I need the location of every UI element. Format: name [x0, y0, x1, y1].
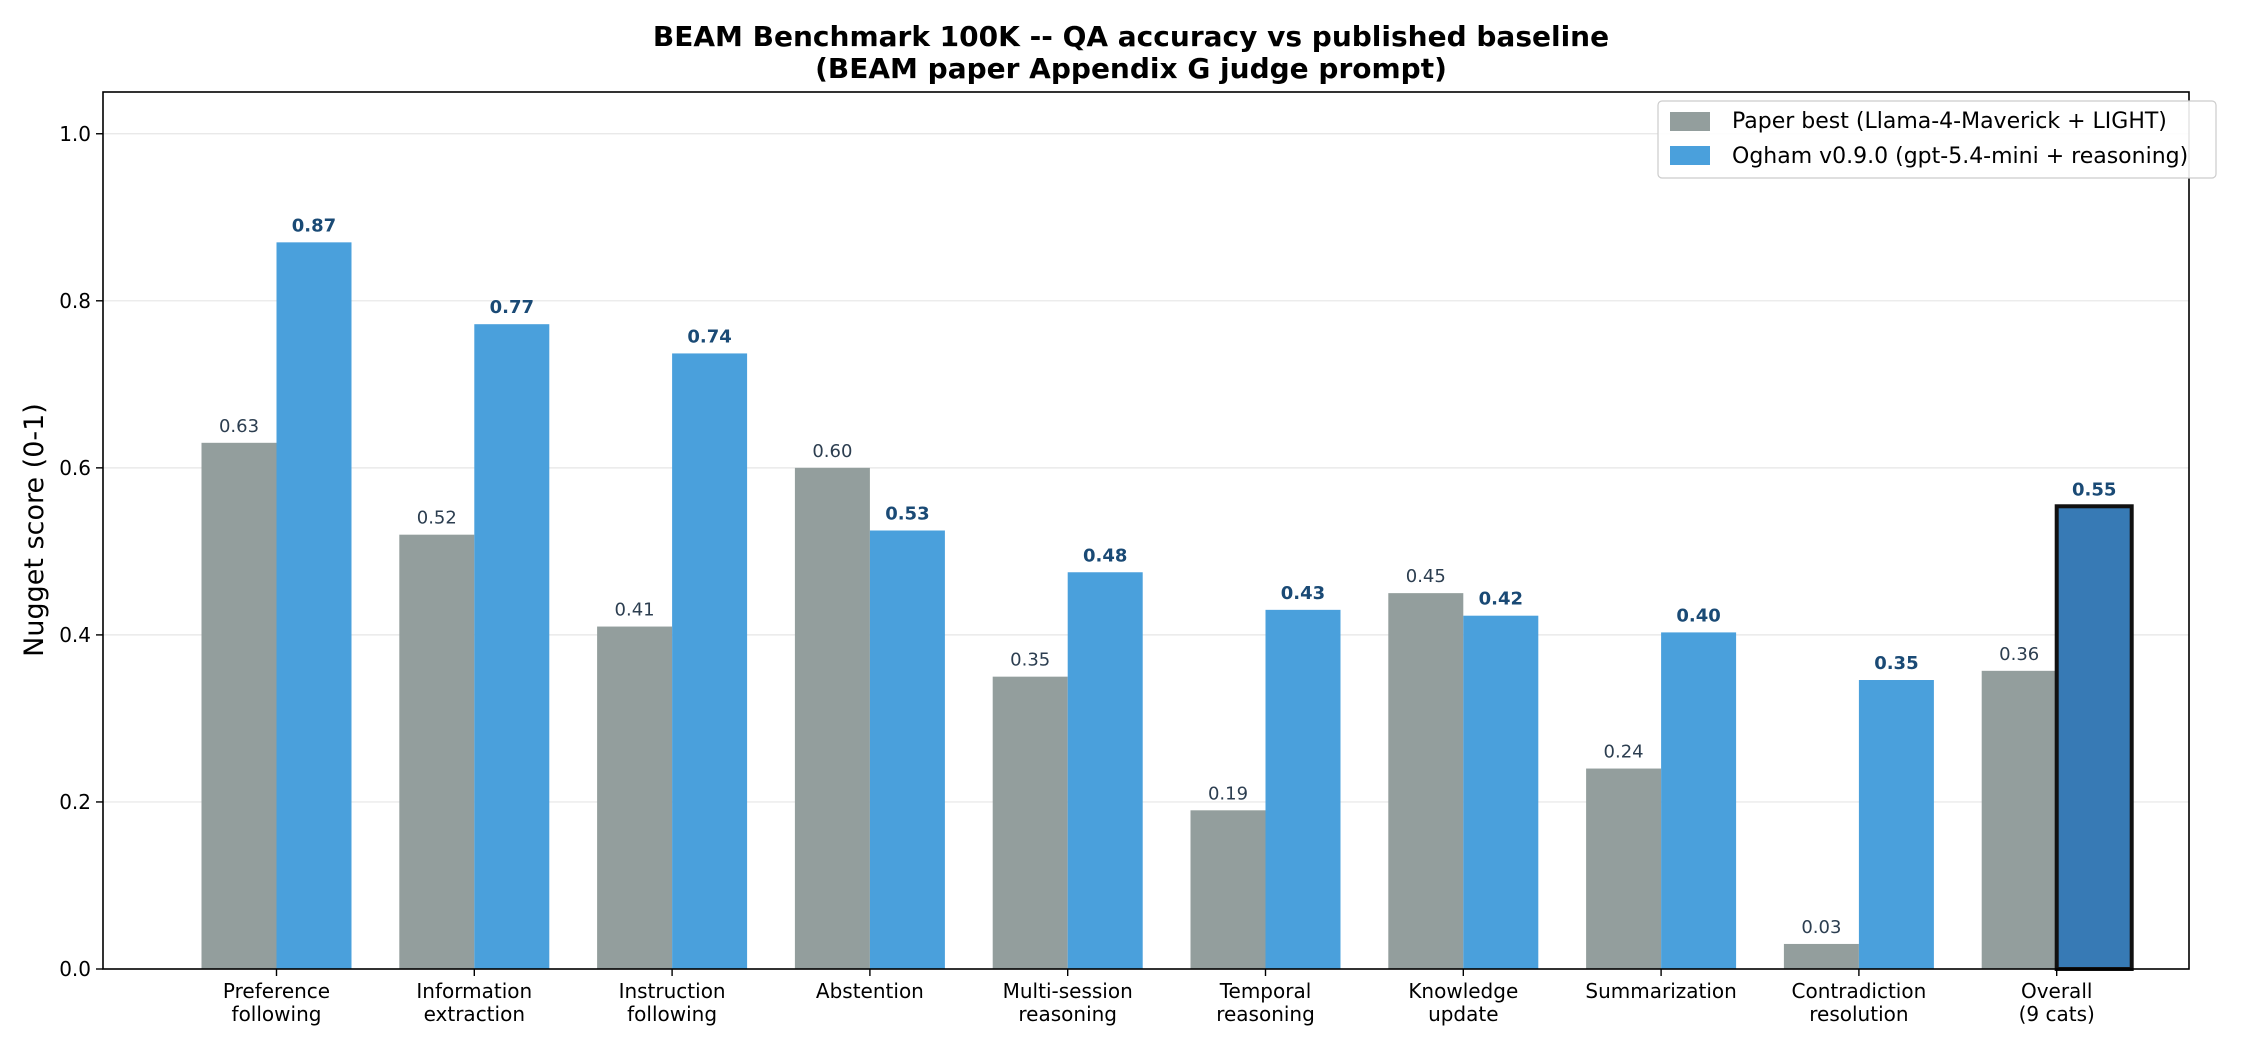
data-label-ogham: 0.43: [1281, 583, 1325, 604]
x-tick-label: following: [232, 1002, 322, 1026]
bar-paper-best: [992, 676, 1068, 969]
data-label-paper-best: 0.45: [1406, 566, 1446, 587]
x-tick-label: Overall: [2021, 979, 2092, 1003]
data-labels: 0.63 0.87 0.52 0.77 0.41 0.74 0.60 0.53 0.35 0.48…: [219, 215, 2116, 938]
bar-paper-best: [1388, 593, 1464, 969]
x-axis: PreferencefollowingInformationextraction…: [223, 969, 2095, 1026]
bar-ogham: [1463, 615, 1539, 969]
y-tick-label: 1.0: [59, 122, 91, 146]
data-label-paper-best: 0.36: [1999, 644, 2039, 665]
data-label-paper-best: 0.19: [1208, 783, 1248, 804]
data-label-ogham: 0.74: [687, 326, 731, 347]
bars: [201, 242, 2134, 971]
chart-title-line-1: BEAM Benchmark 100K -- QA accuracy vs pu…: [653, 20, 1609, 53]
bar-paper-best: [399, 534, 475, 969]
legend-swatch-ogham: [1670, 146, 1710, 165]
legend-swatch-paper-best: [1670, 112, 1710, 131]
x-tick-label: (9 cats): [2019, 1002, 2095, 1026]
data-label-paper-best: 0.35: [1010, 650, 1050, 671]
data-label-paper-best: 0.52: [417, 508, 457, 529]
bar-ogham: [672, 353, 748, 969]
data-label-ogham: 0.87: [292, 215, 336, 236]
x-tick-label: reasoning: [1018, 1002, 1117, 1026]
bar-paper-best: [201, 442, 277, 969]
y-tick-label: 0.4: [59, 623, 91, 647]
data-label-ogham: 0.42: [1479, 589, 1523, 610]
data-label-ogham: 0.53: [885, 504, 929, 525]
x-tick-label: Temporal: [1219, 979, 1312, 1003]
y-tick-label: 0.8: [59, 289, 91, 313]
chart-title-line-2: (BEAM paper Appendix G judge prompt): [815, 52, 1447, 85]
data-label-ogham: 0.55: [2072, 479, 2116, 500]
bar-paper-best: [1190, 810, 1266, 969]
x-tick-label: extraction: [424, 1002, 525, 1026]
bar-ogham: [1858, 680, 1934, 969]
bar-paper-best: [597, 626, 673, 969]
bar-ogham: [869, 530, 945, 969]
legend-label-ogham: Ogham v0.9.0 (gpt-5.4-mini + reasoning): [1732, 144, 2188, 169]
bar-ogham: [276, 242, 352, 970]
y-tick-label: 0.6: [59, 456, 91, 480]
y-axis-label: Nugget score (0-1): [19, 403, 50, 657]
x-tick-label: Contradiction: [1792, 979, 1927, 1003]
x-tick-label: following: [627, 1002, 717, 1026]
bar-paper-best: [794, 467, 870, 969]
data-label-paper-best: 0.63: [219, 416, 259, 437]
bar-ogham: [1265, 609, 1341, 969]
x-tick-label: Knowledge: [1408, 979, 1518, 1003]
bar-ogham-overall: [2054, 504, 2134, 971]
x-tick-label: reasoning: [1216, 1002, 1315, 1026]
x-tick-label: update: [1428, 1002, 1498, 1026]
legend-label-paper-best: Paper best (Llama-4-Maverick + LIGHT): [1732, 109, 2167, 134]
bar-paper-best: [1586, 768, 1662, 969]
plot-frame: [102, 91, 2190, 970]
x-tick-label: Preference: [223, 979, 330, 1003]
data-label-paper-best: 0.03: [1801, 917, 1841, 938]
data-label-paper-best: 0.41: [615, 600, 655, 621]
data-label-paper-best: 0.24: [1604, 742, 1644, 763]
x-tick-label: Abstention: [816, 979, 924, 1003]
y-tick-label: 0.0: [59, 957, 91, 981]
x-tick-label: resolution: [1809, 1002, 1908, 1026]
legend-frame: [1657, 100, 2217, 179]
bar-ogham: [1067, 572, 1143, 969]
y-tick-label: 0.2: [59, 790, 91, 814]
data-label-ogham: 0.40: [1676, 605, 1720, 626]
x-tick-label: Information: [416, 979, 532, 1003]
x-tick-label: Instruction: [619, 979, 726, 1003]
y-axis: 0.0 0.2 0.4 0.6 0.8 1.0: [59, 122, 103, 981]
x-tick-label: Summarization: [1585, 979, 1736, 1003]
bar-paper-best: [1981, 670, 2057, 969]
bar-paper-best: [1783, 943, 1859, 969]
bar-ogham: [1661, 632, 1737, 969]
data-label-ogham: 0.48: [1083, 545, 1127, 566]
data-label-ogham: 0.35: [1874, 653, 1918, 674]
bar-ogham: [474, 324, 550, 970]
data-label-paper-best: 0.60: [812, 441, 852, 462]
x-tick-label: Multi-session: [1003, 979, 1133, 1003]
legend: Paper best (Llama-4-Maverick + LIGHT) Og…: [1657, 100, 2217, 179]
data-label-ogham: 0.77: [490, 297, 534, 318]
